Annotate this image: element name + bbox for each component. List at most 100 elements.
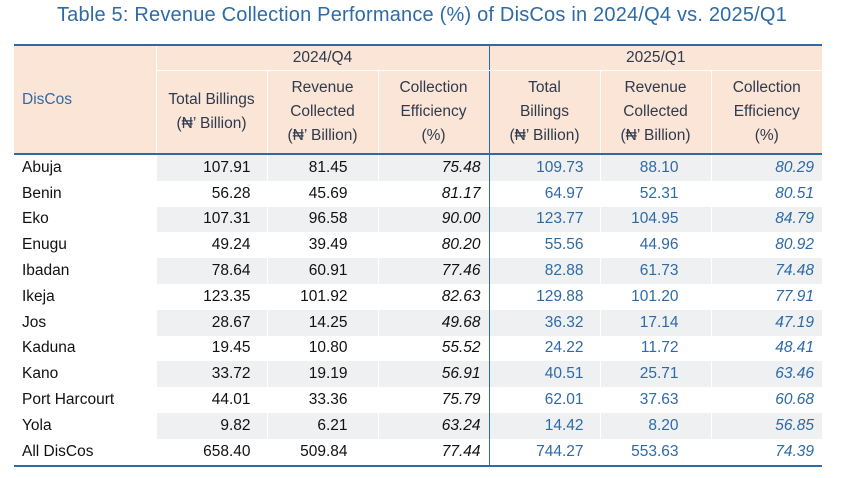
table-row: Benin 56.28 45.69 81.17 64.97 52.31 80.51 — [14, 180, 823, 207]
total-billings-2025-q1-cell: 744.27 — [488, 438, 600, 467]
revenue-collected-2025-q1-cell: 17.14 — [599, 309, 711, 336]
total-billings-2024-q4-cell: 78.64 — [155, 258, 267, 284]
revenue-collected-2025-q1-cell: 61.73 — [599, 258, 711, 284]
total-billings-header-2024-q4: Total Billings (₦’ Billion) — [155, 70, 267, 155]
header-line: Efficiency — [400, 103, 467, 120]
collection-efficiency-2025-q1-cell: 74.48 — [710, 258, 823, 284]
collection-efficiency-2024-q4-cell: 75.48 — [377, 154, 490, 181]
collection-efficiency-2024-q4-cell: 55.52 — [377, 335, 490, 362]
header-line: (%) — [754, 127, 779, 144]
disco-name-cell: All DisCos — [14, 438, 156, 467]
collection-efficiency-2024-q4-cell: 82.63 — [377, 283, 490, 310]
header-line: Collected — [290, 103, 355, 120]
header-line: Revenue — [624, 79, 687, 96]
total-billings-2025-q1-cell: 40.51 — [488, 361, 600, 388]
revenue-collected-2024-q4-cell: 101.92 — [266, 283, 378, 310]
total-billings-2024-q4-cell: 9.82 — [155, 412, 267, 439]
revenue-collected-2025-q1-cell: 52.31 — [599, 180, 711, 207]
collection-efficiency-2025-q1-cell: 84.79 — [710, 206, 823, 233]
header-line: (₦’ Billion) — [620, 127, 691, 144]
collection-efficiency-header-2024-q4: Collection Efficiency (%) — [377, 70, 490, 155]
header-line: (₦’ Billion) — [176, 115, 247, 132]
header-line: (%) — [421, 127, 446, 144]
total-billings-header-2025-q1: Total Billings (₦’ Billion) — [488, 70, 600, 155]
revenue-collected-header-2024-q4: Revenue Collected (₦’ Billion) — [266, 70, 378, 155]
total-billings-2025-q1-cell: 82.88 — [488, 258, 600, 284]
table-header: DisCos 2024/Q4 2025/Q1 Total Billings (₦’… — [14, 44, 823, 155]
total-billings-2024-q4-cell: 49.24 — [155, 232, 267, 259]
revenue-collected-2024-q4-cell: 14.25 — [266, 309, 378, 336]
total-billings-2025-q1-cell: 62.01 — [488, 387, 600, 413]
collection-efficiency-2024-q4-cell: 80.20 — [377, 232, 490, 259]
collection-efficiency-2024-q4-cell: 63.24 — [377, 412, 490, 439]
table-row: Kaduna 19.45 10.80 55.52 24.22 11.72 48.41 — [14, 335, 823, 362]
revenue-collection-table: DisCos 2024/Q4 2025/Q1 Total Billings (₦’… — [14, 44, 823, 467]
table-row: Ibadan 78.64 60.91 77.46 82.88 61.73 74.48 — [14, 258, 823, 284]
collection-efficiency-2024-q4-cell: 81.17 — [377, 180, 490, 207]
total-billings-2024-q4-cell: 107.91 — [155, 154, 267, 181]
collection-efficiency-2025-q1-cell: 63.46 — [710, 361, 823, 388]
revenue-collected-2024-q4-cell: 10.80 — [266, 335, 378, 362]
revenue-collected-2024-q4-cell: 60.91 — [266, 258, 378, 284]
collection-efficiency-2024-q4-cell: 90.00 — [377, 206, 490, 233]
total-billings-2025-q1-cell: 123.77 — [488, 206, 600, 233]
disco-name-cell: Jos — [14, 309, 156, 336]
discos-column-header: DisCos — [14, 44, 156, 155]
disco-name-cell: Eko — [14, 206, 156, 233]
revenue-collected-2025-q1-cell: 104.95 — [599, 206, 711, 233]
table-row: Ikeja 123.35 101.92 82.63 129.88 101.20 77.91 — [14, 283, 823, 310]
disco-name-cell: Abuja — [14, 154, 156, 181]
total-billings-2024-q4-cell: 107.31 — [155, 206, 267, 233]
column-subheaders: Total Billings (₦’ Billion) Revenue Collect… — [14, 70, 823, 155]
revenue-collected-2025-q1-cell: 101.20 — [599, 283, 711, 310]
revenue-collected-2025-q1-cell: 553.63 — [599, 438, 711, 467]
collection-efficiency-2025-q1-cell: 77.91 — [710, 283, 823, 310]
table-row: Yola 9.82 6.21 63.24 14.42 8.20 56.85 — [14, 412, 823, 439]
total-billings-2024-q4-cell: 123.35 — [155, 283, 267, 310]
total-billings-2024-q4-cell: 19.45 — [155, 335, 267, 362]
disco-name-cell: Port Harcourt — [22, 391, 115, 409]
collection-efficiency-2025-q1-cell: 56.85 — [710, 412, 823, 439]
table-row: Port Harcourt 44.01 33.36 75.79 62.01 37.63 60… — [14, 387, 823, 413]
revenue-collected-2024-q4-cell: 45.69 — [266, 180, 378, 207]
table-row: Jos 28.67 14.25 49.68 36.32 17.14 47.19 — [14, 309, 823, 336]
revenue-collected-2024-q4-cell: 19.19 — [266, 361, 378, 388]
disco-name-cell: Benin — [22, 184, 62, 202]
header-line: Collected — [623, 103, 688, 120]
header-line: Efficiency — [733, 103, 800, 120]
revenue-collected-2024-q4-cell: 81.45 — [266, 154, 378, 181]
table-body: Abuja 107.91 81.45 75.48 109.73 88.10 80.29 Ben… — [14, 154, 823, 467]
revenue-collected-2025-q1-cell: 11.72 — [599, 335, 711, 362]
collection-efficiency-2024-q4-cell: 75.79 — [377, 387, 490, 413]
table-title: Table 5: Revenue Collection Performance … — [56, 4, 787, 26]
disco-name-cell: Yola — [14, 412, 156, 439]
collection-efficiency-2025-q1-cell: 74.39 — [710, 438, 823, 467]
total-billings-2025-q1-cell: 36.32 — [488, 309, 600, 336]
revenue-collected-2024-q4-cell: 33.36 — [266, 387, 378, 413]
total-billings-2024-q4-cell: 658.40 — [155, 438, 267, 467]
total-billings-2024-q4-cell: 56.28 — [155, 180, 267, 207]
collection-efficiency-2024-q4-cell: 49.68 — [377, 309, 490, 336]
revenue-collected-2024-q4-cell: 39.49 — [266, 232, 378, 259]
total-billings-2024-q4-cell: 33.72 — [155, 361, 267, 388]
total-billings-2025-q1-cell: 55.56 — [488, 232, 600, 259]
disco-name-cell: Ikeja — [22, 287, 55, 305]
total-billings-2025-q1-cell: 64.97 — [488, 180, 600, 207]
header-line: Collection — [732, 79, 801, 96]
revenue-collected-2025-q1-cell: 44.96 — [599, 232, 711, 259]
header-line: (₦’ Billion) — [509, 127, 580, 144]
revenue-collected-2025-q1-cell: 25.71 — [599, 361, 711, 388]
period-header-2025-q1: 2025/Q1 — [488, 44, 823, 71]
table-row: Abuja 107.91 81.45 75.48 109.73 88.10 80.29 — [14, 154, 823, 181]
total-billings-2025-q1-cell: 14.42 — [488, 412, 600, 439]
total-billings-2025-q1-cell: 24.22 — [488, 335, 600, 362]
revenue-collected-2025-q1-cell: 37.63 — [599, 387, 711, 413]
revenue-collected-2024-q4-cell: 6.21 — [266, 412, 378, 439]
disco-name-cell: Kaduna — [22, 339, 76, 357]
collection-efficiency-2024-q4-cell: 77.46 — [377, 258, 490, 284]
header-line: Total Billings — [168, 91, 255, 108]
collection-efficiency-2025-q1-cell: 80.51 — [710, 180, 823, 207]
total-billings-2025-q1-cell: 109.73 — [488, 154, 600, 181]
revenue-collected-2025-q1-cell: 8.20 — [599, 412, 711, 439]
revenue-collected-2024-q4-cell: 509.84 — [266, 438, 378, 467]
